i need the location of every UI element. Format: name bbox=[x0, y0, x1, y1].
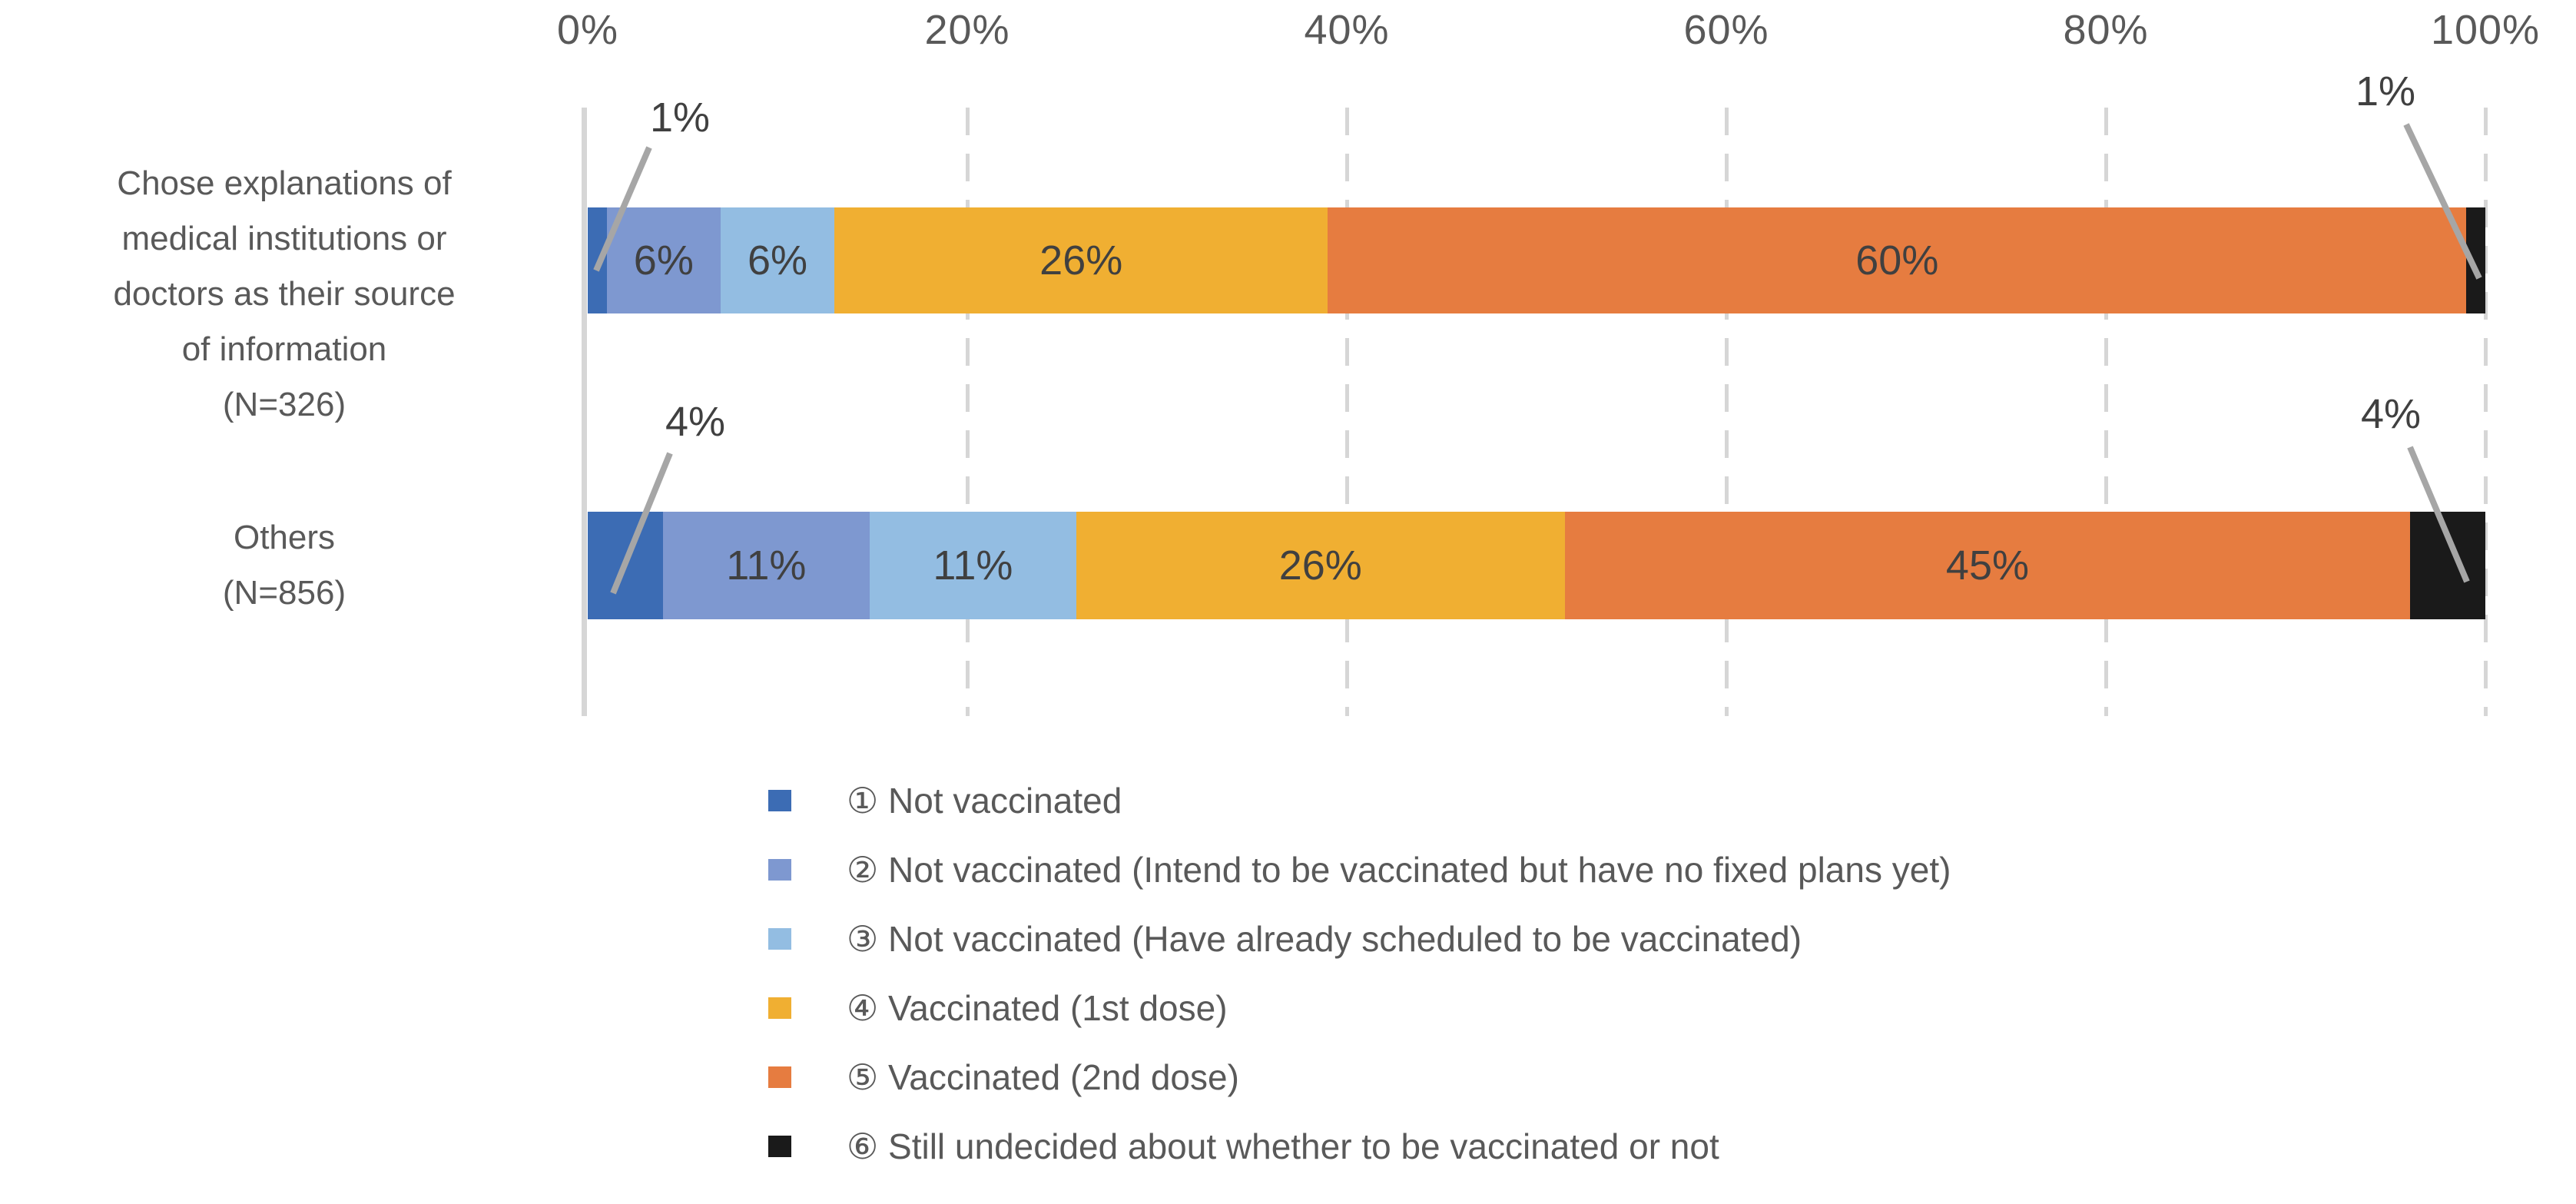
y-axis-line bbox=[582, 108, 587, 716]
callout-data-label: 4% bbox=[665, 399, 726, 445]
legend-color-marker bbox=[768, 859, 791, 881]
legend-item: ① Not vaccinated bbox=[768, 778, 1951, 824]
bar-row: 6% 6% 26% 60% bbox=[588, 207, 2486, 313]
x-tick-label: 80% bbox=[2063, 7, 2149, 53]
legend-label: ① Not vaccinated bbox=[847, 781, 1122, 821]
legend-color-marker bbox=[768, 1066, 791, 1088]
x-tick-label: 20% bbox=[924, 7, 1010, 53]
callout-data-label: 1% bbox=[649, 95, 711, 141]
bar-segment: 11% bbox=[662, 512, 870, 619]
legend-color-marker bbox=[768, 1136, 791, 1157]
segment-data-label: 11% bbox=[933, 542, 1013, 589]
bar-segment: 6% bbox=[606, 207, 721, 313]
callout-data-label: 4% bbox=[2360, 391, 2422, 437]
segment-data-label: 60% bbox=[1855, 237, 1939, 284]
segment-data-label: 6% bbox=[633, 237, 694, 284]
gridline bbox=[2104, 108, 2108, 716]
legend-color-marker bbox=[768, 997, 791, 1019]
legend-color-marker bbox=[768, 928, 791, 950]
legend-item: ⑥ Still undecided about whether to be va… bbox=[768, 1123, 1951, 1169]
bar-row: 11% 11% 26% 45% bbox=[588, 512, 2486, 619]
gridline bbox=[2484, 108, 2488, 716]
bar-segment bbox=[2466, 207, 2486, 313]
legend-item: ② Not vaccinated (Intend to be vaccinate… bbox=[768, 847, 1951, 893]
segment-data-label: 26% bbox=[1278, 542, 1362, 589]
segment-data-label: 6% bbox=[747, 237, 808, 284]
bar-segment: 45% bbox=[1564, 512, 2411, 619]
bar-segment: 60% bbox=[1328, 207, 2467, 313]
bar-segment: 26% bbox=[834, 207, 1328, 313]
callout-data-label: 1% bbox=[2355, 68, 2416, 114]
x-tick-label: 100% bbox=[2430, 7, 2541, 53]
category-label: Others (N=856) bbox=[222, 519, 346, 612]
bar-segment bbox=[588, 207, 607, 313]
segment-data-label: 26% bbox=[1039, 237, 1123, 284]
legend-item: ④ Vaccinated (1st dose) bbox=[768, 985, 1951, 1031]
bar-segment bbox=[2410, 512, 2486, 619]
legend: ① Not vaccinated ② Not vaccinated (Intend… bbox=[768, 778, 1951, 1192]
x-tick-label: 60% bbox=[1683, 7, 1769, 53]
category-label: Chose explanations of medical institutio… bbox=[113, 164, 456, 423]
bar-segment: 6% bbox=[720, 207, 835, 313]
x-tick-label: 40% bbox=[1304, 7, 1390, 53]
bar-segment: 26% bbox=[1076, 512, 1565, 619]
legend-color-marker bbox=[768, 790, 791, 811]
legend-label: ② Not vaccinated (Intend to be vaccinate… bbox=[847, 850, 1951, 890]
bar-segment bbox=[588, 512, 663, 619]
gridline bbox=[1345, 108, 1349, 716]
bar-segment: 11% bbox=[869, 512, 1076, 619]
legend-label: ④ Vaccinated (1st dose) bbox=[847, 988, 1228, 1028]
x-tick-label: 0% bbox=[556, 7, 619, 53]
gridline bbox=[1725, 108, 1729, 716]
segment-data-label: 11% bbox=[726, 542, 807, 589]
legend-label: ⑤ Vaccinated (2nd dose) bbox=[847, 1057, 1239, 1097]
legend-label: ⑥ Still undecided about whether to be va… bbox=[847, 1126, 1719, 1166]
gridline bbox=[966, 108, 970, 716]
legend-item: ⑤ Vaccinated (2nd dose) bbox=[768, 1054, 1951, 1100]
legend-item: ③ Not vaccinated (Have already scheduled… bbox=[768, 916, 1951, 962]
legend-label: ③ Not vaccinated (Have already scheduled… bbox=[847, 919, 1802, 959]
segment-data-label: 45% bbox=[1945, 542, 2029, 589]
